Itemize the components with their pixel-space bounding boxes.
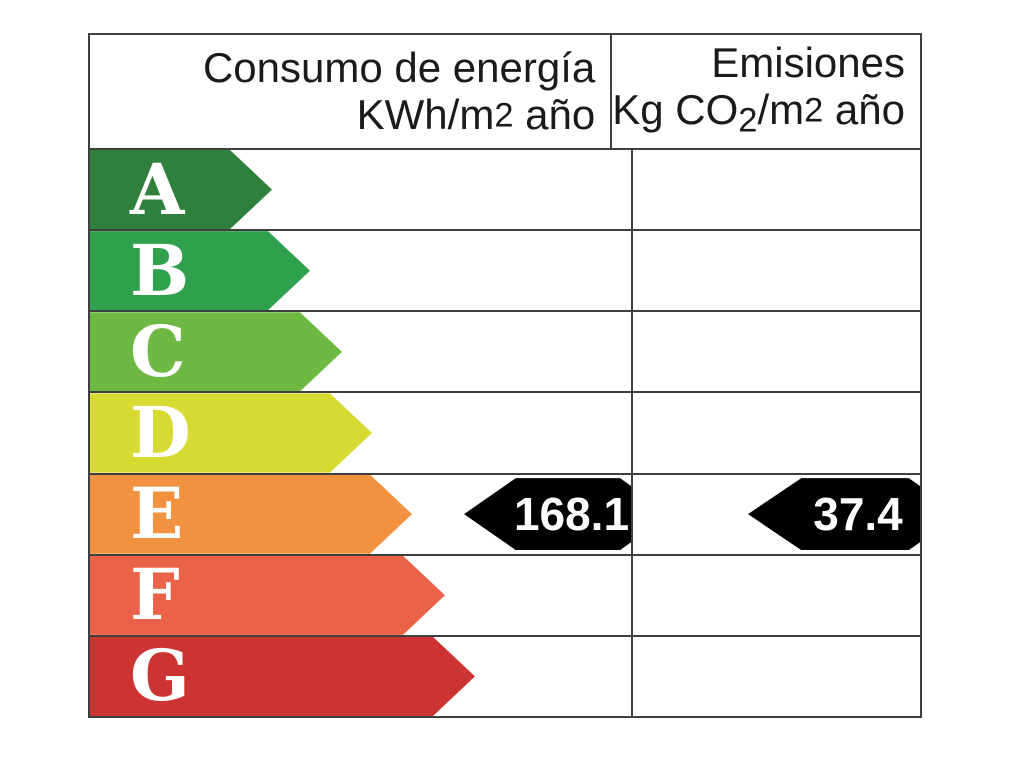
emissions-value-arrow-text: 37.4 xyxy=(813,488,903,541)
rating-row-g: G xyxy=(90,634,920,716)
rating-letter-c: C xyxy=(130,309,186,393)
rating-row-d: D xyxy=(90,391,920,473)
consumption-cell-a: A xyxy=(90,150,633,230)
emissions-header-unit: Kg CO2/m2 año xyxy=(612,85,905,140)
rating-arrow-e: E xyxy=(90,475,412,554)
emissions-cell-f xyxy=(633,556,920,635)
rating-row-a: A xyxy=(90,148,920,230)
rating-row-f: F xyxy=(90,553,920,635)
consumption-cell-f: F xyxy=(90,555,633,635)
rating-letter-g: G xyxy=(130,634,190,718)
emissions-header: Emisiones Kg CO2/m2 año xyxy=(612,35,920,148)
consumption-header-unit: KWh/m2 año xyxy=(356,90,596,138)
rating-letter-a: A xyxy=(130,147,185,231)
consumption-cell-b: B xyxy=(90,231,633,311)
rating-letter-e: E xyxy=(130,472,184,556)
emissions-cell-e: 37.4 xyxy=(633,475,920,554)
consumption-value-arrow-text: 168.1 xyxy=(513,488,630,541)
rating-arrow-c: C xyxy=(90,312,342,391)
energy-rating-table: Consumo de energía KWh/m2 año Emisiones … xyxy=(88,33,922,718)
rating-arrow-b: B xyxy=(90,231,310,310)
consumption-cell-c: C xyxy=(90,312,633,392)
rating-arrow-g: G xyxy=(90,637,475,716)
emissions-header-title: Emisiones xyxy=(711,38,905,86)
rating-rows: A B C D E 168.1 37.4 F G xyxy=(90,148,920,716)
emissions-cell-d xyxy=(633,393,920,472)
squared-exponent: 2 xyxy=(494,96,514,135)
rating-row-c: C xyxy=(90,310,920,392)
rating-arrow-a: A xyxy=(90,150,272,229)
emissions-cell-b xyxy=(633,231,920,310)
rating-row-b: B xyxy=(90,229,920,311)
emissions-value-arrow: 37.4 xyxy=(748,478,920,551)
squared-exponent: 2 xyxy=(804,90,824,129)
table-header: Consumo de energía KWh/m2 año Emisiones … xyxy=(90,35,920,148)
consumption-cell-e: E 168.1 xyxy=(90,474,633,554)
rating-arrow-d: D xyxy=(90,393,372,472)
rating-letter-f: F xyxy=(130,553,180,637)
consumption-value-arrow: 168.1 xyxy=(464,478,631,551)
emissions-cell-c xyxy=(633,312,920,391)
rating-letter-b: B xyxy=(130,228,190,312)
rating-row-e: E 168.1 37.4 xyxy=(90,472,920,554)
rating-arrow-f: F xyxy=(90,556,445,635)
co2-subscript: 2 xyxy=(738,101,758,140)
emissions-cell-a xyxy=(633,150,920,229)
rating-letter-d: D xyxy=(130,390,191,474)
emissions-cell-g xyxy=(633,637,920,716)
consumption-cell-d: D xyxy=(90,393,633,473)
consumption-cell-g: G xyxy=(90,636,633,716)
consumption-header: Consumo de energía KWh/m2 año xyxy=(90,35,613,148)
consumption-header-title: Consumo de energía xyxy=(202,43,596,91)
